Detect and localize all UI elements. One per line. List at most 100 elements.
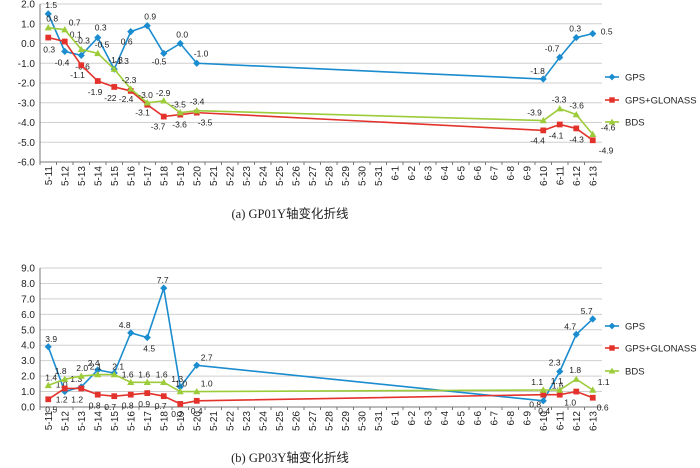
legend-item-gps-glonass: GPS+GLONASS: [605, 96, 697, 107]
data-label: 0.5: [601, 27, 613, 37]
y-tick-label: -3.0: [18, 98, 36, 109]
data-point: [556, 105, 564, 112]
data-point: [143, 333, 151, 342]
data-point: [160, 378, 168, 385]
x-tick-label: 5-13: [77, 411, 88, 431]
data-label: -0.4: [55, 57, 70, 67]
x-tick-label: 6-5: [456, 166, 467, 181]
x-tick-label: 5-19: [176, 166, 187, 186]
data-point: [193, 107, 201, 114]
x-tick-label: 6-4: [440, 166, 451, 181]
x-tick-label: 6-3: [423, 166, 434, 181]
series-bds: 0.8 0.7-0.3 -0.5-1.3-2.3-3.0 -2.9-3.5 -3.4-3…: [44, 14, 616, 138]
data-label: 1.5: [45, 0, 57, 10]
data-point: [61, 47, 69, 55]
y-tick-label: 2.0: [21, 372, 35, 383]
legend-label: GPS: [625, 322, 645, 333]
data-label: 2.4: [88, 358, 100, 368]
legend-label: GPS: [625, 73, 645, 84]
data-label: -1.9: [88, 87, 103, 97]
x-tick-label: 6-7: [489, 166, 500, 181]
data-label: 2.7: [201, 352, 213, 362]
data-label: 1.0: [564, 398, 576, 408]
x-tick-label: 6-2: [407, 411, 418, 426]
data-point: [94, 366, 102, 374]
data-label: -4.9: [599, 145, 614, 155]
x-tick-label: 5-17: [143, 411, 154, 431]
data-label: 3.9: [45, 334, 57, 344]
data-point: [589, 394, 596, 401]
data-point: [94, 49, 102, 57]
x-tick-label: 5-30: [357, 411, 368, 431]
x-tick-label: 5-25: [275, 166, 286, 186]
legend-label: GPS+GLONASS: [625, 344, 697, 355]
y-tick-label: 0.0: [21, 39, 35, 50]
x-tick-label: 5-16: [126, 166, 137, 186]
x-tick-label: 5-15: [110, 411, 121, 431]
data-label: -3.4: [190, 97, 205, 107]
data-point: [556, 386, 564, 393]
data-label: 7.7: [157, 275, 169, 285]
data-label: 1.3: [70, 374, 82, 384]
x-tick-label: 6-11: [555, 411, 566, 431]
y-tick-label: -5.0: [18, 138, 36, 149]
legend-item-bds: BDS: [605, 367, 645, 378]
data-label: 2.0: [76, 363, 88, 373]
data-label: 2.3: [549, 357, 561, 367]
y-tick-label: 8.0: [21, 279, 35, 290]
data-label: -1.0: [194, 48, 209, 58]
data-point: [176, 39, 184, 48]
data-point: [77, 372, 85, 379]
x-tick-label: 5-24: [258, 166, 269, 186]
x-tick-label: 6-9: [522, 411, 533, 426]
x-tick-label: 6-10: [539, 411, 550, 431]
data-point: [589, 130, 597, 138]
legend-item-bds: BDS: [605, 118, 645, 129]
data-label: 0.3: [43, 45, 55, 55]
chart-gp03-y: 0.0 1.0 2.0 3.0 4.0 5.0 6.0 7.0 8.0 9.0 5-11 5-12 5-…: [21, 264, 696, 466]
x-tick-label: 5-11: [44, 166, 55, 186]
data-label: 1.0: [175, 379, 187, 389]
y-tick-label: -2.0: [18, 79, 36, 90]
data-label: 0.6: [121, 37, 133, 47]
data-label: -3.6: [172, 120, 187, 130]
data-label: 1.6: [122, 369, 134, 379]
data-label: 0.5: [45, 404, 57, 414]
data-point: [127, 28, 135, 36]
data-label: -0.5: [152, 56, 167, 66]
data-label: -2.3: [122, 75, 137, 85]
series-line-gps: [47, 13, 593, 80]
data-point: [589, 137, 596, 144]
data-point: [539, 397, 547, 405]
legend-marker: [609, 345, 615, 351]
data-label: -4.6: [601, 122, 616, 132]
data-point: [61, 385, 68, 392]
x-tick-label: 6-7: [489, 411, 500, 426]
data-point: [143, 378, 151, 385]
data-point: [110, 370, 118, 378]
data-point: [556, 367, 564, 376]
data-point: [45, 34, 52, 41]
x-tick-label: 6-9: [522, 166, 533, 181]
data-point: [94, 370, 102, 378]
data-point: [94, 391, 101, 398]
data-point: [127, 329, 135, 337]
data-label: -3.5: [171, 100, 186, 110]
legend-marker: [609, 97, 615, 103]
data-label: 0.3: [569, 24, 581, 34]
data-point: [589, 30, 597, 38]
data-point: [572, 330, 580, 339]
x-tick-label: 5-29: [341, 166, 352, 186]
data-label: -4.1: [549, 130, 564, 140]
data-label: 1.1: [531, 377, 543, 387]
data-label: 4.7: [564, 321, 576, 331]
data-label: 1.4: [45, 372, 57, 382]
x-tick-label: 5-12: [60, 166, 71, 186]
x-tick-label: 5-16: [126, 411, 137, 431]
data-label: -1.8: [530, 66, 545, 76]
data-point: [193, 59, 201, 67]
data-point: [539, 116, 547, 124]
data-point: [556, 391, 563, 398]
x-tick-label: 6-8: [506, 411, 517, 426]
